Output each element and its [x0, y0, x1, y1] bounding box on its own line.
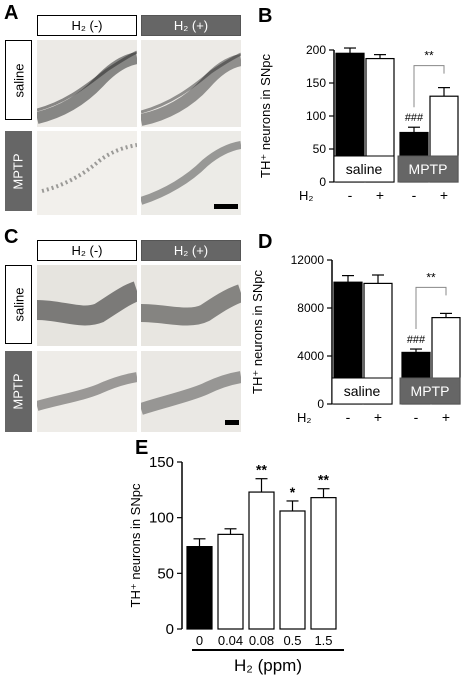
- e-bar: [310, 497, 337, 630]
- d-h2-state: -: [414, 409, 419, 425]
- micrograph-c-mptp-h2-neg: [37, 351, 137, 432]
- d-annotation-hash: ###: [407, 334, 426, 346]
- d-group-box-saline: [331, 377, 393, 405]
- e-y-tick-label: 50: [157, 565, 174, 582]
- d-y-tick-label: 8000: [297, 301, 324, 315]
- panel-a-row-label-mptp: MPTP: [5, 131, 32, 211]
- scale-bar-c: [225, 420, 239, 425]
- panel-c-header-h2-positive: H₂ (+): [141, 240, 241, 261]
- panel-a-header-h2-negative: H₂ (-): [37, 15, 137, 36]
- b-h2-state: +: [376, 187, 384, 203]
- chart-e: E 0 50 100 150 TH⁺ neurons in SNpc 0 0.04 ** 0.0…: [130, 437, 344, 675]
- panel-letter-d: D: [258, 231, 272, 253]
- b-y-axis-label: TH⁺ neurons in SNpc: [258, 54, 273, 178]
- panel-a-row-label-saline: saline: [5, 40, 32, 120]
- d-h2-row-label: H₂: [297, 410, 311, 425]
- d-h2-state: +: [374, 409, 382, 425]
- micrograph-a-saline-h2-neg: [37, 40, 137, 127]
- d-y-axis-label: TH⁺ neurons in SNpc: [250, 270, 265, 394]
- b-significance-bracket: [413, 65, 445, 108]
- b-group-label: saline: [346, 161, 383, 177]
- b-h2-state: +: [440, 187, 448, 203]
- d-h2-state: -: [346, 409, 351, 425]
- e-y-tick-label: 100: [149, 510, 174, 527]
- b-group-box-saline: [333, 155, 395, 183]
- panel-c-row-label-mptp: MPTP: [5, 351, 32, 432]
- e-significance-label: **: [256, 462, 267, 478]
- e-bar: [279, 510, 306, 630]
- d-group-box-mptp: [399, 377, 461, 405]
- d-group-label: MPTP: [411, 383, 450, 399]
- e-bar: [217, 533, 244, 630]
- panel-letter-c: C: [4, 226, 19, 248]
- d-y-tick-label: 0: [317, 397, 324, 411]
- b-h2-state: -: [348, 187, 353, 203]
- d-significance-bracket: [415, 286, 447, 330]
- b-group-box-mptp: [397, 155, 459, 183]
- e-x-tick-label: 0.08: [249, 633, 274, 648]
- e-significance-label: **: [318, 472, 329, 488]
- d-y-tick-label: 4000: [297, 349, 324, 363]
- e-x-axis-label: H₂ (ppm): [234, 656, 302, 675]
- b-y-tick-label: 200: [306, 43, 326, 57]
- b-h2-state: -: [412, 187, 417, 203]
- micrograph-a-mptp-h2-pos: [141, 131, 241, 215]
- d-annotation-sig: **: [426, 270, 436, 284]
- e-significance-label: *: [290, 484, 296, 500]
- b-y-tick-label: 50: [313, 142, 327, 156]
- b-annotation-hash: ###: [405, 112, 424, 124]
- micrograph-a-mptp-h2-neg: [37, 131, 137, 215]
- d-h2-state: +: [442, 409, 450, 425]
- b-annotation-sig: **: [424, 49, 434, 63]
- b-y-tick-label: 100: [306, 109, 326, 123]
- e-y-tick-label: 150: [149, 454, 174, 471]
- b-h2-row-label: H₂: [299, 188, 313, 203]
- e-x-tick-label: 0.04: [218, 633, 243, 648]
- e-x-tick-label: 1.5: [314, 633, 332, 648]
- micrograph-c-saline-h2-pos: [141, 265, 241, 346]
- e-x-tick-label: 0: [196, 633, 203, 648]
- b-y-tick-label: 0: [319, 175, 326, 189]
- e-bar: [248, 491, 275, 630]
- panel-a-header-h2-positive: H₂ (+): [141, 15, 241, 36]
- micrograph-a-saline-h2-pos: [141, 40, 241, 127]
- b-y-tick-label: 150: [306, 76, 326, 90]
- chart-d: D 0 4000 8000 12000 TH⁺ neurons in SNpc salin…: [250, 231, 461, 425]
- panel-c-header-h2-negative: H₂ (-): [37, 240, 137, 261]
- panel-letter-b: B: [258, 5, 272, 27]
- panel-letter-e: E: [135, 437, 148, 459]
- e-x-tick-label: 0.5: [283, 633, 301, 648]
- micrograph-c-saline-h2-neg: [37, 265, 137, 346]
- e-y-axis-label: TH⁺ neurons in SNpc: [130, 483, 143, 607]
- e-bar: [186, 546, 213, 630]
- d-y-tick-label: 12000: [291, 253, 325, 267]
- panel-letter-a: A: [4, 2, 19, 24]
- panel-c-row-label-saline: saline: [5, 265, 32, 344]
- d-group-label: saline: [344, 383, 381, 399]
- b-group-label: MPTP: [409, 161, 448, 177]
- micrograph-c-mptp-h2-pos: [141, 351, 241, 432]
- chart-b: B 0 50 100 150 200 TH⁺ neurons in SNpc saline M…: [258, 5, 459, 203]
- e-y-tick-label: 0: [166, 621, 174, 638]
- scale-bar-a: [214, 204, 238, 209]
